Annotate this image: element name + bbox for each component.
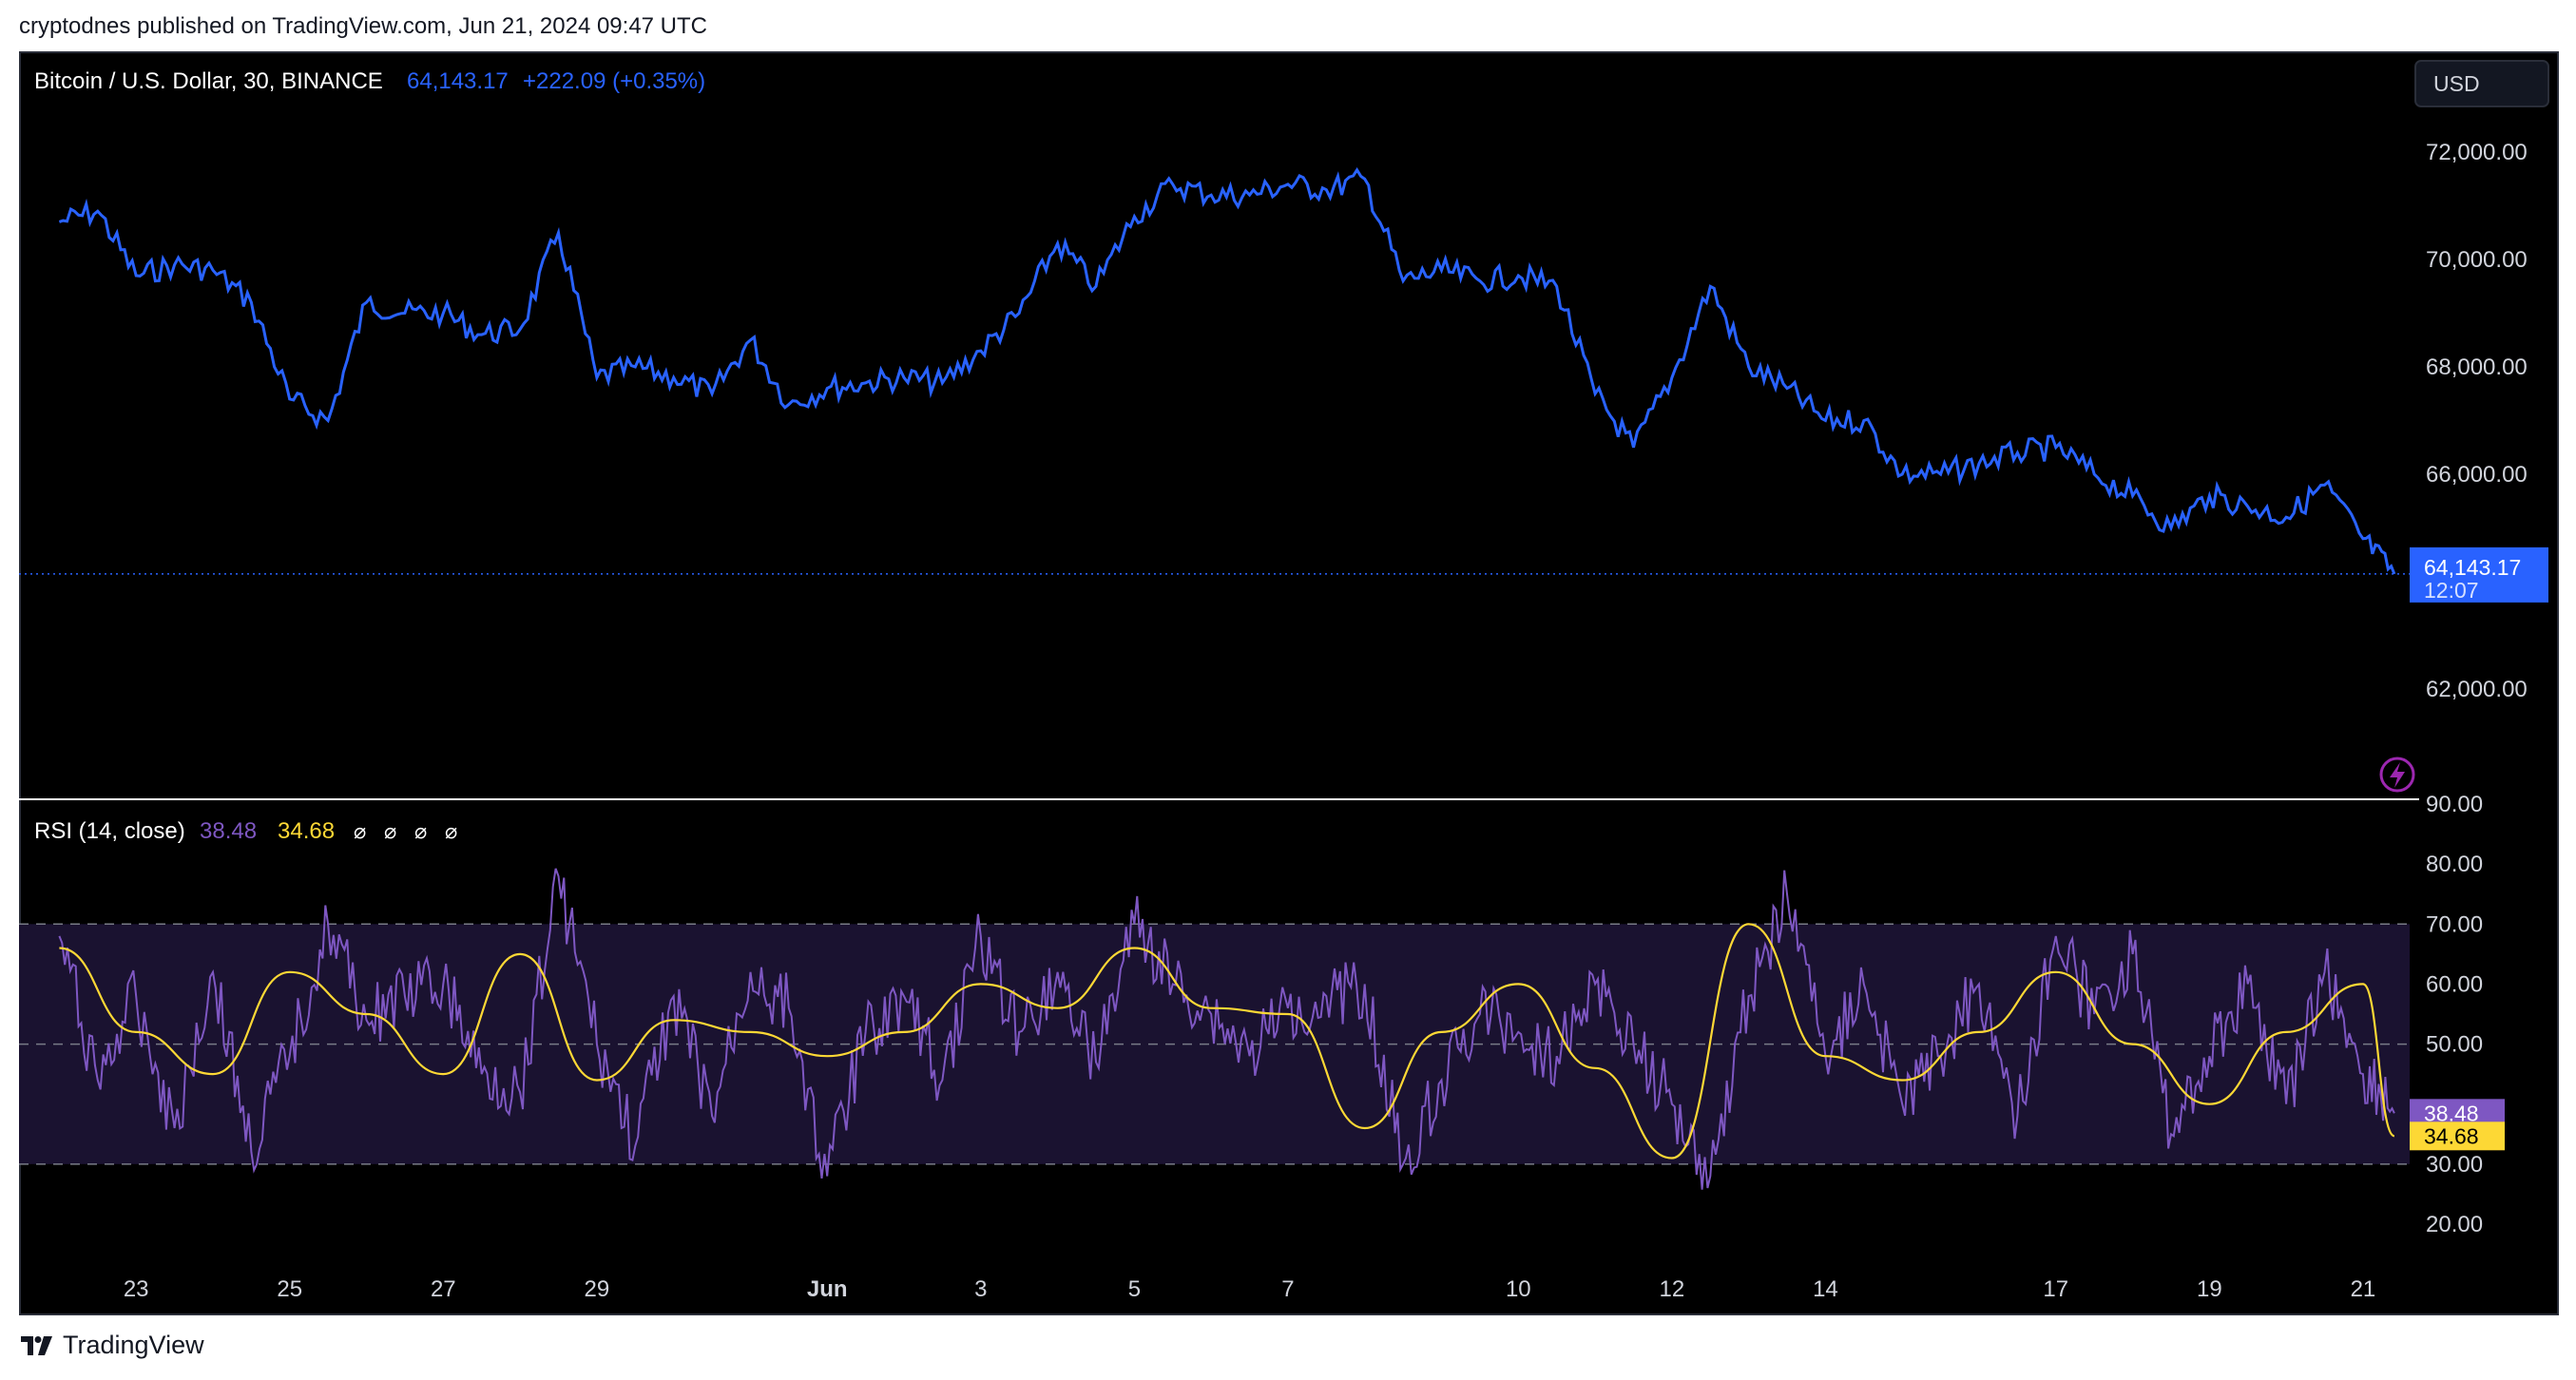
price-tag-countdown: 12:07 xyxy=(2424,578,2479,603)
rsi-axis[interactable]: 90.00 80.00 70.00 60.00 50.00 30.00 20.00 xyxy=(2426,792,2483,1237)
rsi-ma-tag xyxy=(2410,1121,2505,1151)
footer-brand: TradingView xyxy=(63,1331,204,1359)
price-tag-value: 64,143.17 xyxy=(2424,555,2521,580)
price-series xyxy=(58,166,2396,575)
price-axis-tick: 72,000.00 xyxy=(2426,140,2528,165)
lightning-bolt-icon[interactable] xyxy=(2379,757,2415,793)
price-tag xyxy=(2410,546,2548,603)
symbol-title: Bitcoin / U.S. Dollar, 30, BINANCE xyxy=(34,68,383,94)
publish-line: cryptodnes published on TradingView.com,… xyxy=(19,13,708,39)
footer: TradingView xyxy=(21,1331,204,1360)
time-axis-tick: 21 xyxy=(2351,1276,2376,1302)
rsi-ma-line xyxy=(59,923,2395,1160)
time-axis[interactable]: 23 25 27 29 Jun 3 5 7 10 12 14 17 19 21 xyxy=(124,1276,2375,1302)
currency-button-label: USD xyxy=(2433,71,2480,96)
rsi-extra-0: ⌀ xyxy=(354,819,366,843)
price-axis-tick: 62,000.00 xyxy=(2426,677,2528,702)
rsi-value-tag-text: 38.48 xyxy=(2424,1101,2479,1125)
rsi-series xyxy=(58,868,2395,1190)
time-axis-tick: Jun xyxy=(807,1276,848,1302)
price-line xyxy=(58,166,2396,575)
currency-button[interactable] xyxy=(2414,60,2549,107)
time-axis-tick: 3 xyxy=(974,1276,987,1302)
rsi-axis-tick: 80.00 xyxy=(2426,852,2483,877)
price-axis-tick: 70,000.00 xyxy=(2426,247,2528,273)
rsi-ma-value: 34.68 xyxy=(278,818,335,844)
price-axis-tick: 66,000.00 xyxy=(2426,462,2528,488)
time-axis-tick: 25 xyxy=(277,1276,302,1302)
time-axis-tick: 10 xyxy=(1506,1276,1531,1302)
rsi-extra-1: ⌀ xyxy=(384,819,396,843)
time-axis-tick: 12 xyxy=(1660,1276,1685,1302)
rsi-axis-tick: 90.00 xyxy=(2426,792,2483,817)
time-axis-tick: 17 xyxy=(2043,1276,2068,1302)
rsi-ma-tag-text: 34.68 xyxy=(2424,1123,2479,1148)
rsi-title: RSI (14, close) xyxy=(34,818,185,844)
rsi-axis-tick: 60.00 xyxy=(2426,971,2483,997)
price-change: +222.09 (+0.35%) xyxy=(523,68,705,94)
time-axis-tick: 23 xyxy=(124,1276,149,1302)
price-axis-tick: 68,000.00 xyxy=(2426,355,2528,380)
time-axis-tick: 5 xyxy=(1128,1276,1141,1302)
time-axis-tick: 27 xyxy=(431,1276,456,1302)
tradingview-logo-icon xyxy=(21,1335,52,1355)
rsi-extra-3: ⌀ xyxy=(445,819,457,843)
price-axis[interactable]: 72,000.00 70,000.00 68,000.00 66,000.00 62,0… xyxy=(2426,140,2528,702)
rsi-line xyxy=(58,868,2395,1190)
time-axis-tick: 19 xyxy=(2197,1276,2222,1302)
rsi-value: 38.48 xyxy=(200,818,257,844)
time-axis-tick: 14 xyxy=(1813,1276,1838,1302)
rsi-axis-tick: 50.00 xyxy=(2426,1032,2483,1058)
time-axis-tick: 29 xyxy=(585,1276,610,1302)
time-axis-tick: 7 xyxy=(1281,1276,1294,1302)
rsi-axis-tick: 20.00 xyxy=(2426,1212,2483,1237)
rsi-axis-tick: 30.00 xyxy=(2426,1152,2483,1178)
rsi-axis-tick: 70.00 xyxy=(2426,911,2483,937)
last-price: 64,143.17 xyxy=(407,68,509,94)
rsi-extra-2: ⌀ xyxy=(414,819,427,843)
